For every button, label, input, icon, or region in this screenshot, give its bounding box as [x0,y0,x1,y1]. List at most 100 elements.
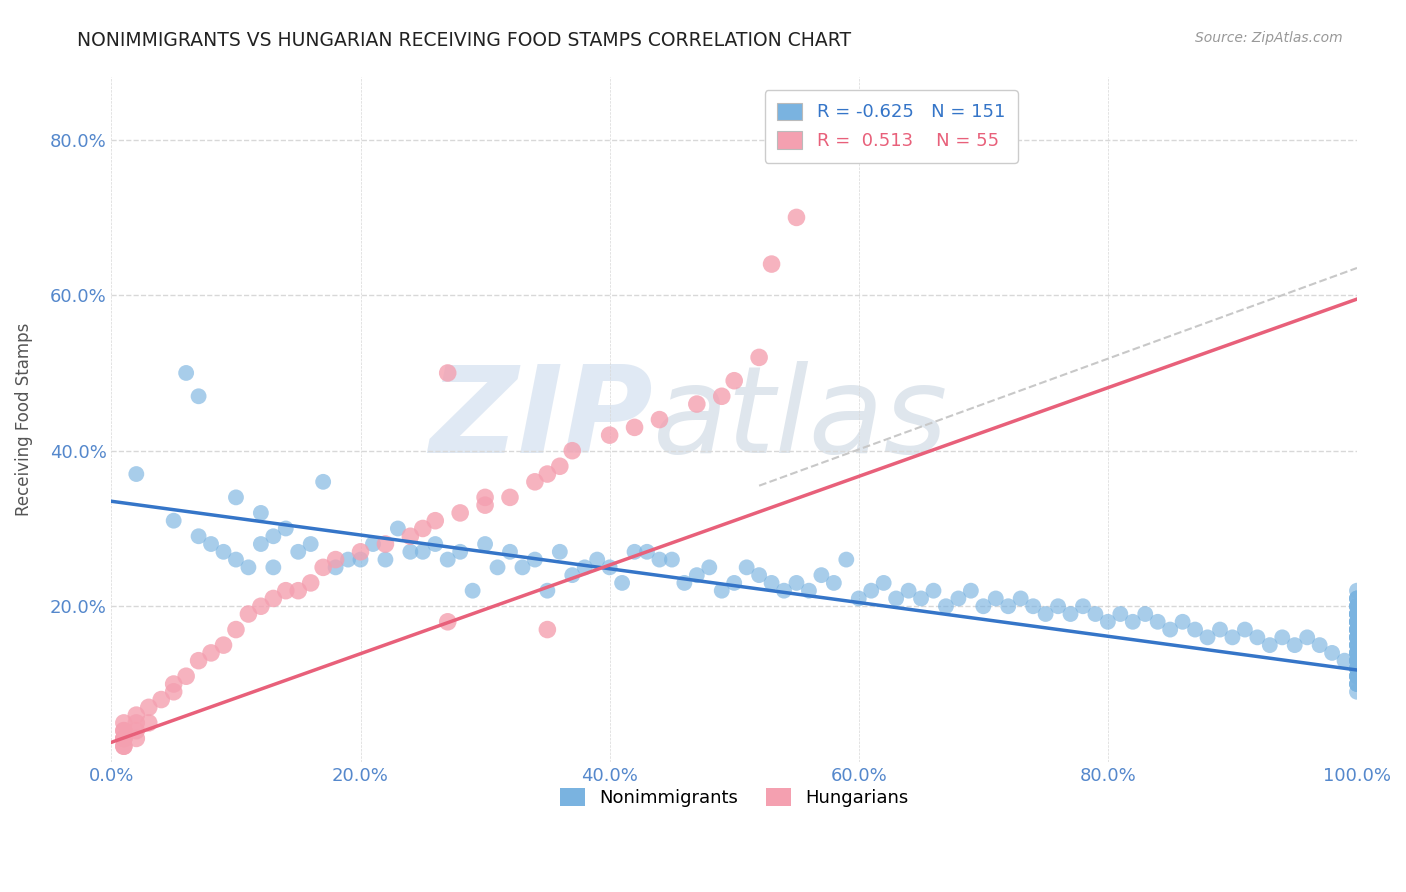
Point [948,591,970,606]
Point [225,552,247,566]
Point [1346,669,1368,683]
Point [1059,607,1081,621]
Point [536,467,558,481]
Point [299,575,322,590]
Point [1346,631,1368,645]
Point [125,715,148,730]
Point [200,646,222,660]
Point [1346,623,1368,637]
Point [1346,654,1368,668]
Point [274,521,297,535]
Point [274,583,297,598]
Point [499,545,522,559]
Point [262,529,284,543]
Point [374,537,396,551]
Point [1346,638,1368,652]
Text: atlas: atlas [654,361,949,478]
Point [761,575,783,590]
Point [312,560,335,574]
Point [436,552,458,566]
Point [425,537,447,551]
Point [1346,677,1368,691]
Point [1258,638,1281,652]
Point [163,514,186,528]
Point [1346,599,1368,614]
Point [1184,623,1206,637]
Point [599,560,621,574]
Point [250,537,273,551]
Point [1346,638,1368,652]
Point [1346,685,1368,699]
Point [163,677,186,691]
Point [187,654,209,668]
Point [860,583,883,598]
Point [187,529,209,543]
Point [1346,654,1368,668]
Point [125,708,148,723]
Point [112,731,135,746]
Point [548,545,571,559]
Point [1010,591,1032,606]
Text: NONIMMIGRANTS VS HUNGARIAN RECEIVING FOOD STAMPS CORRELATION CHART: NONIMMIGRANTS VS HUNGARIAN RECEIVING FOO… [77,31,852,50]
Point [250,506,273,520]
Point [599,428,621,442]
Point [523,475,546,489]
Point [1346,591,1368,606]
Point [1346,599,1368,614]
Point [1346,623,1368,637]
Point [1122,615,1144,629]
Point [1346,615,1368,629]
Point [461,583,484,598]
Point [1346,669,1368,683]
Point [735,560,758,574]
Point [1346,661,1368,675]
Point [1346,661,1368,675]
Point [773,583,796,598]
Point [325,560,347,574]
Point [1346,677,1368,691]
Point [486,560,509,574]
Point [1309,638,1331,652]
Point [1346,677,1368,691]
Point [884,591,907,606]
Point [399,529,422,543]
Point [387,521,409,535]
Point [1346,591,1368,606]
Point [187,389,209,403]
Point [1346,646,1368,660]
Point [1346,623,1368,637]
Point [474,491,496,505]
Point [785,575,807,590]
Point [225,623,247,637]
Point [1346,654,1368,668]
Point [1346,615,1368,629]
Y-axis label: Receiving Food Stamps: Receiving Food Stamps [15,323,32,516]
Point [661,552,683,566]
Point [1346,638,1368,652]
Point [1146,615,1168,629]
Point [212,638,235,652]
Point [623,420,645,434]
Point [1346,646,1368,660]
Point [536,583,558,598]
Point [499,491,522,505]
Point [112,731,135,746]
Point [1346,623,1368,637]
Point [873,575,896,590]
Point [710,583,733,598]
Point [623,545,645,559]
Text: ZIP: ZIP [429,361,654,478]
Point [1346,607,1368,621]
Point [1346,615,1368,629]
Point [1346,661,1368,675]
Point [287,545,309,559]
Point [848,591,870,606]
Point [1246,631,1268,645]
Point [112,731,135,746]
Point [686,397,709,411]
Point [1346,583,1368,598]
Point [238,560,260,574]
Point [474,498,496,512]
Point [636,545,658,559]
Point [125,467,148,481]
